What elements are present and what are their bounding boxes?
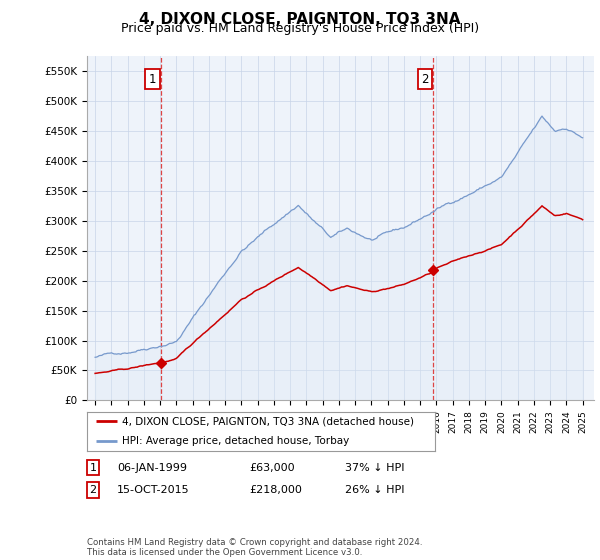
Text: Price paid vs. HM Land Registry's House Price Index (HPI): Price paid vs. HM Land Registry's House … (121, 22, 479, 35)
Text: 2: 2 (89, 485, 97, 495)
Text: 26% ↓ HPI: 26% ↓ HPI (345, 485, 404, 495)
Text: £218,000: £218,000 (249, 485, 302, 495)
Text: 06-JAN-1999: 06-JAN-1999 (117, 463, 187, 473)
Text: 15-OCT-2015: 15-OCT-2015 (117, 485, 190, 495)
Text: £63,000: £63,000 (249, 463, 295, 473)
Text: HPI: Average price, detached house, Torbay: HPI: Average price, detached house, Torb… (122, 436, 349, 446)
Text: 1: 1 (149, 73, 157, 86)
Text: 4, DIXON CLOSE, PAIGNTON, TQ3 3NA: 4, DIXON CLOSE, PAIGNTON, TQ3 3NA (139, 12, 461, 27)
Text: 1: 1 (89, 463, 97, 473)
Text: 37% ↓ HPI: 37% ↓ HPI (345, 463, 404, 473)
Text: 2: 2 (421, 73, 428, 86)
Text: Contains HM Land Registry data © Crown copyright and database right 2024.
This d: Contains HM Land Registry data © Crown c… (87, 538, 422, 557)
Text: 4, DIXON CLOSE, PAIGNTON, TQ3 3NA (detached house): 4, DIXON CLOSE, PAIGNTON, TQ3 3NA (detac… (122, 417, 414, 426)
